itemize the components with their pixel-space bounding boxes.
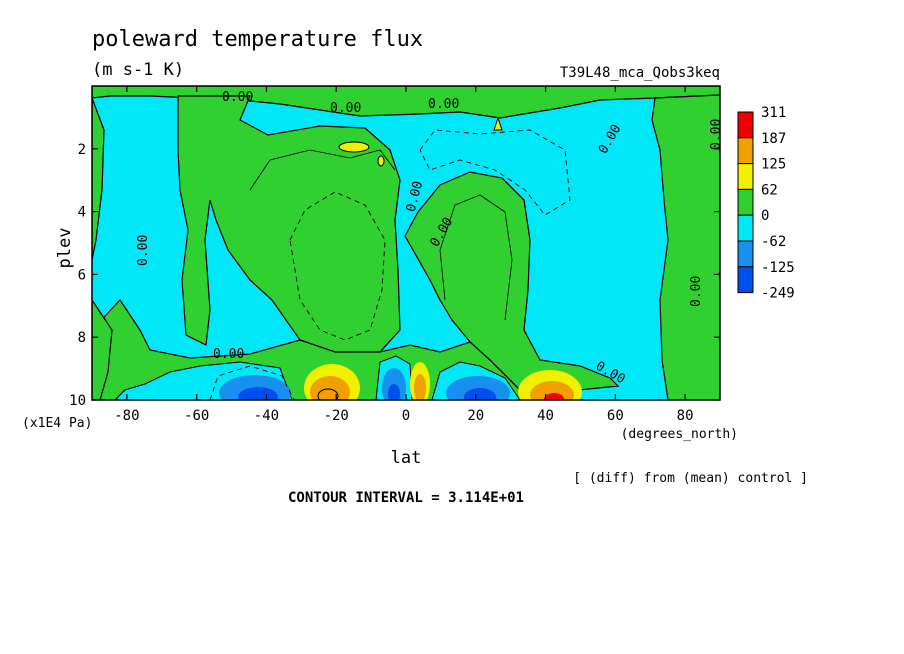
legend-level-label: -62	[761, 234, 786, 250]
legend-level-label: 0	[761, 208, 769, 224]
spot-positive-upper	[338, 141, 370, 153]
y-tick-label: 4	[78, 205, 86, 221]
x-tick-label: 0	[402, 408, 410, 424]
x-tick-label: -80	[114, 408, 139, 424]
region-positive-west-edge	[92, 97, 105, 261]
contour-positive-upper-west	[249, 149, 396, 191]
contour-negative-lower	[209, 365, 295, 400]
run-label: T39L48_mca_Qobs3keq	[560, 65, 720, 81]
legend-swatch	[737, 214, 754, 242]
spot-positive-triangle	[493, 116, 503, 131]
x-axis-label: lat	[391, 448, 422, 468]
core-positive-equator-mid	[414, 374, 426, 400]
contour-label: 0.00	[689, 276, 704, 307]
legend-swatch	[737, 163, 754, 190]
y-tick-label: 10	[69, 393, 86, 409]
region-positive-lower-west	[92, 298, 113, 400]
legend-swatch	[737, 240, 754, 268]
legend-level-label: 311	[761, 105, 786, 121]
core-positive-40n-inner	[544, 393, 564, 400]
y-tick-label: 8	[78, 330, 86, 346]
y-axis: 2 4 6 8 10	[69, 142, 720, 409]
region-positive-far-east	[651, 94, 720, 400]
contour-interval: CONTOUR INTERVAL = 3.114E+01	[288, 490, 524, 506]
contour-label: 0.00	[136, 235, 151, 266]
core-negative-40s-inner	[238, 387, 278, 400]
chart-units: (m s-1 K)	[92, 60, 184, 80]
heatmap-field	[92, 86, 720, 400]
x-tick-label: 60	[607, 408, 624, 424]
contour-positive-east-column	[439, 194, 513, 321]
x-tick-label: -60	[184, 408, 209, 424]
legend-swatch	[737, 111, 754, 139]
legend-swatch	[737, 137, 754, 165]
contour-label: 0.00	[213, 347, 244, 362]
contour-label: 0.00	[222, 90, 253, 105]
chart-title: poleward temperature flux	[92, 27, 423, 52]
x-tick-label: 80	[677, 408, 694, 424]
y-axis-units: (x1E4 Pa)	[22, 416, 92, 431]
contour-label: 0.00	[709, 119, 724, 150]
contour-label: 0.00	[428, 97, 459, 112]
color-legend: 311 187 125 62 0 -62 -125 -249	[737, 105, 795, 302]
legend-level-label: -249	[761, 286, 795, 302]
region-positive-east-column	[404, 171, 620, 393]
contour-label: 0.00	[330, 101, 361, 116]
contour-negative-west	[289, 191, 386, 341]
x-tick-label: -40	[254, 408, 279, 424]
x-tick-label: 20	[467, 408, 484, 424]
legend-level-label: -125	[761, 260, 795, 276]
legend-swatch	[737, 188, 754, 216]
core-positive-40n-mid	[530, 381, 574, 400]
x-axis-units: (degrees_north)	[621, 427, 738, 442]
x-tick-label: 40	[537, 408, 554, 424]
contour-negative-upper-east	[419, 129, 571, 216]
y-tick-label: 2	[78, 142, 86, 158]
core-negative-20n-inner	[464, 388, 496, 400]
spot-positive-small	[377, 155, 385, 167]
core-positive-20s-inner	[317, 388, 339, 400]
core-negative-equator-inner	[388, 384, 400, 400]
legend-level-label: 187	[761, 131, 786, 147]
legend-level-label: 125	[761, 157, 786, 173]
legend-level-label: 62	[761, 182, 778, 198]
legend-swatch	[737, 266, 754, 294]
region-positive-west-column	[177, 95, 401, 353]
x-axis: -80 -60 -40 -20 0 20 40 60 80	[114, 86, 694, 424]
x-tick-label: -20	[324, 408, 349, 424]
y-axis-label: plev	[55, 228, 75, 269]
y-tick-label: 6	[78, 267, 86, 283]
comparison-note: [ (diff) from (mean) control ]	[573, 471, 808, 486]
